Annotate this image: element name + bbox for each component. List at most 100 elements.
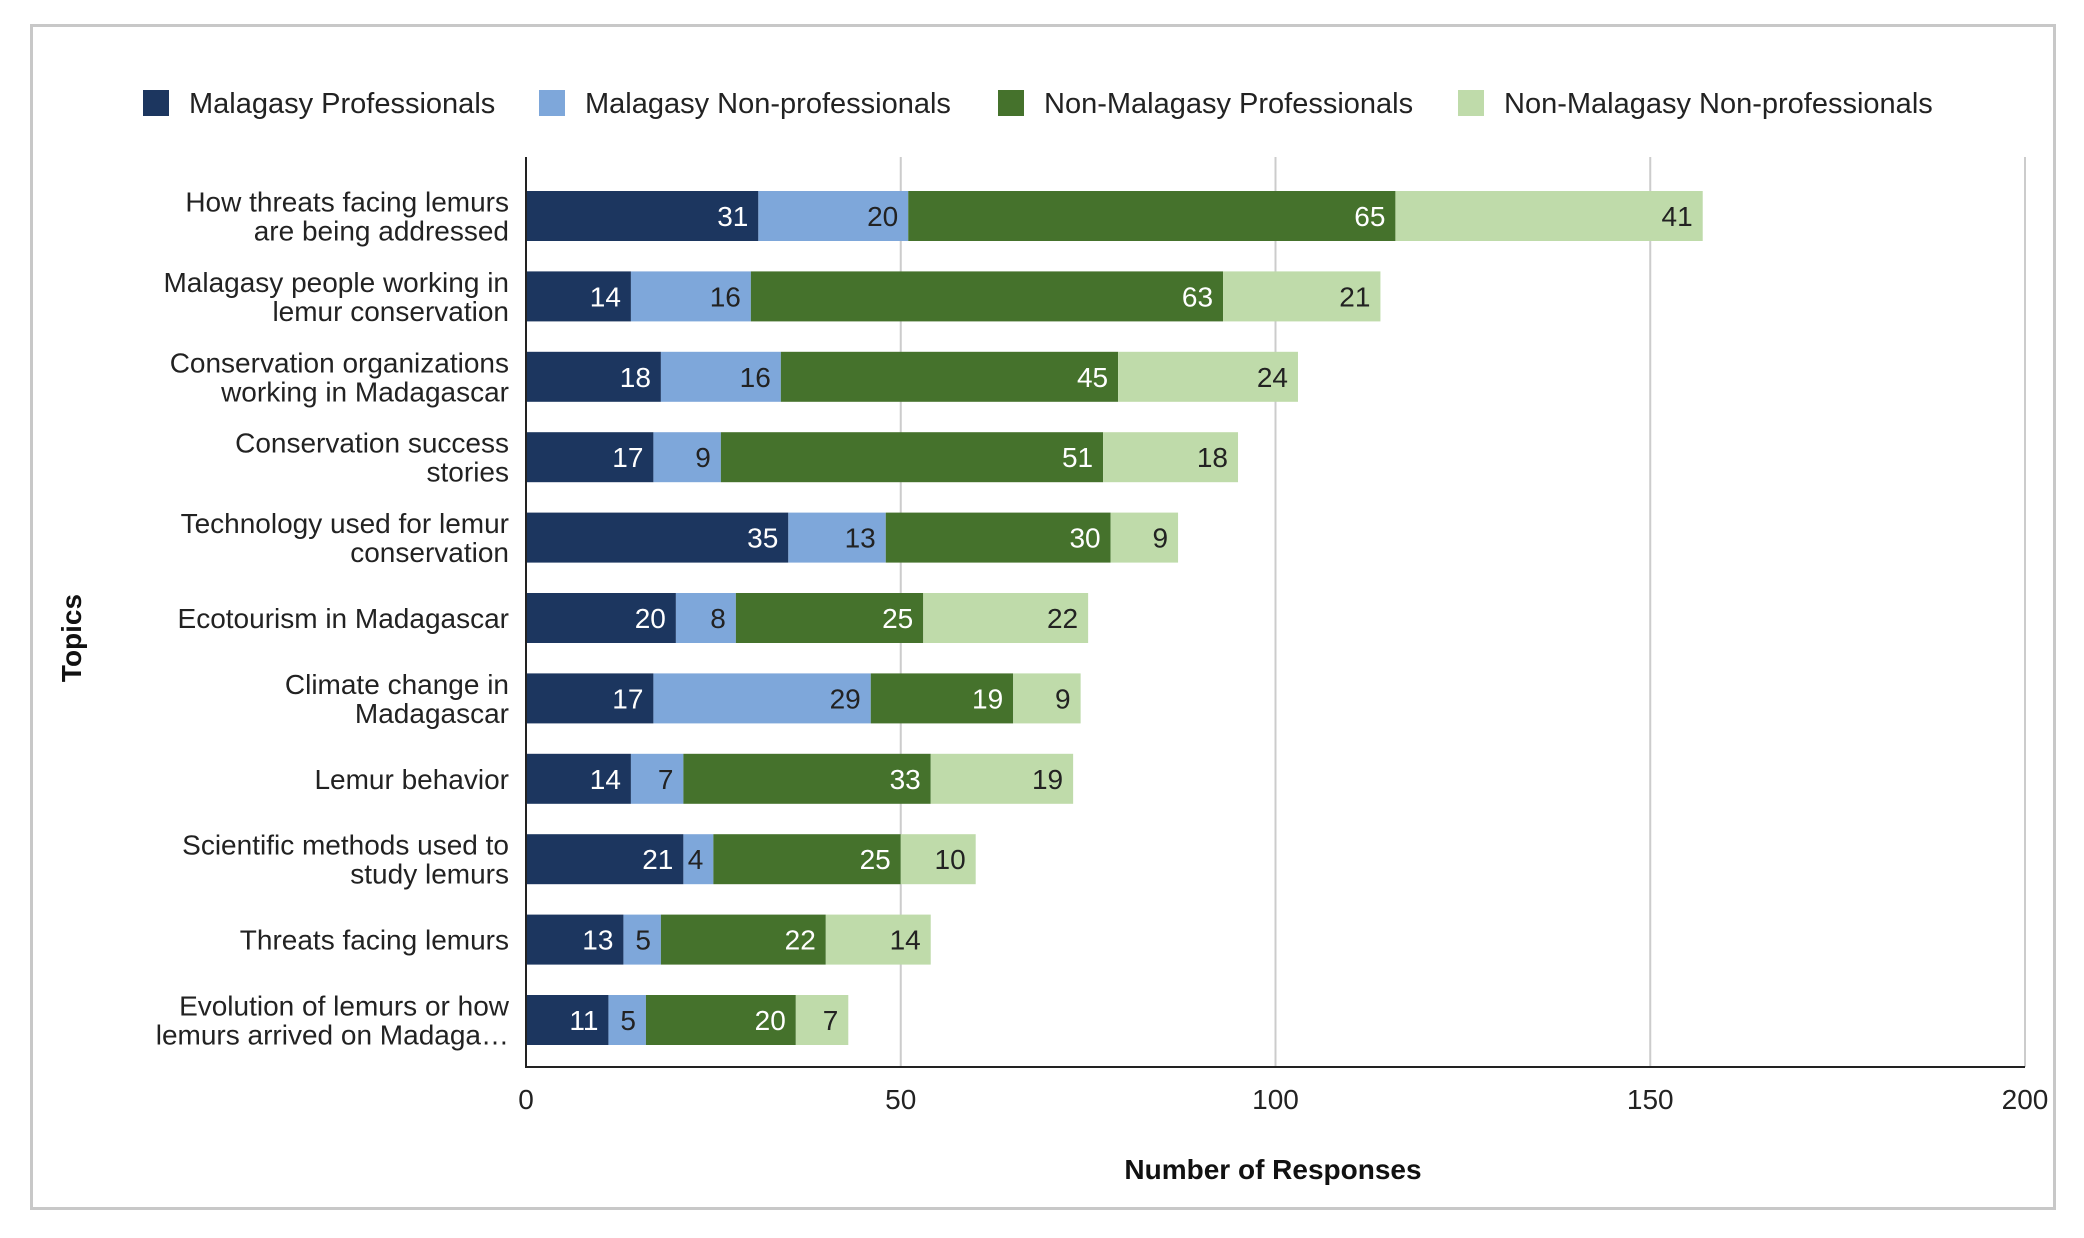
bar-segment	[630, 753, 684, 804]
bar-segment	[1103, 432, 1239, 483]
bar-data-label: 17	[612, 683, 643, 714]
bar-data-label: 45	[1077, 362, 1108, 393]
bar-data-label: 22	[785, 925, 816, 956]
legend-swatch	[143, 90, 169, 116]
bar-segment	[526, 834, 684, 885]
bar-segment	[750, 271, 1224, 322]
category-label: Climate change in Madagascar	[285, 669, 509, 729]
bar-segment	[645, 995, 796, 1045]
bar-segment	[825, 914, 931, 965]
chart-frame: 31 20 65 41 14 16 63 21 18 16 45 24 17 9 51 18 35 13 30 9 20…	[30, 24, 2056, 1210]
bar-segment	[660, 351, 781, 402]
bar-data-label: 16	[710, 281, 741, 312]
legend-label: Malagasy Professionals	[189, 88, 495, 120]
category-label: Conservation success stories	[235, 428, 509, 488]
bar-segment	[526, 351, 661, 402]
bar-segment	[900, 834, 976, 885]
bar-data-label: 19	[972, 683, 1003, 714]
bar-data-label: 13	[582, 925, 613, 956]
bar-segment	[526, 512, 789, 563]
bar-segment	[526, 271, 631, 322]
bar-segment	[526, 753, 631, 804]
x-tick-label: 150	[1627, 1084, 1674, 1115]
legend-label: Malagasy Non-professionals	[585, 88, 951, 120]
category-label: Threats facing lemurs	[240, 925, 509, 956]
bar-data-label: 65	[1354, 201, 1385, 232]
category-label-line: Threats facing lemurs	[240, 925, 509, 956]
legend-swatch	[1458, 90, 1484, 116]
bar-segment	[908, 191, 1396, 241]
bar-segment	[885, 512, 1111, 563]
category-label-line: Conservation organizations	[170, 347, 509, 378]
bar-data-label: 5	[620, 1005, 636, 1036]
legend-item: Non-Malagasy Professionals	[998, 88, 1413, 120]
bar-data-label: 9	[1055, 683, 1071, 714]
bar-segment	[1110, 512, 1179, 563]
bar-data-label: 35	[747, 523, 778, 554]
bar-data-label: 25	[860, 844, 891, 875]
bar-segment	[1013, 673, 1081, 724]
bar-data-label: 24	[1257, 362, 1288, 393]
bar-data-label: 63	[1182, 281, 1213, 312]
bar-segment	[526, 191, 759, 241]
bar-segment	[660, 914, 826, 965]
bar-segment	[870, 673, 1014, 724]
bar-segment	[780, 351, 1119, 402]
legend-swatch	[998, 90, 1024, 116]
bar-data-label: 14	[890, 925, 921, 956]
category-label-line: Lemur behavior	[314, 764, 509, 795]
bar-data-label: 19	[1032, 764, 1063, 795]
bar-data-label: 22	[1047, 603, 1078, 634]
category-label: Ecotourism in Madagascar	[178, 603, 509, 634]
category-label-line: Climate change in	[285, 669, 509, 700]
bar-segment	[653, 432, 721, 483]
legend-label: Non-Malagasy Non-professionals	[1504, 88, 1933, 120]
bar-segment	[923, 593, 1089, 643]
bar-data-label: 20	[755, 1005, 786, 1036]
bar-segment	[683, 753, 931, 804]
x-tick-label: 200	[2002, 1084, 2049, 1115]
bar-data-label: 11	[569, 1005, 598, 1036]
bar-data-label: 8	[710, 603, 726, 634]
category-label-line: How threats facing lemurs	[185, 187, 509, 218]
bar-data-label: 7	[658, 764, 674, 795]
category-label-line: Madagascar	[355, 698, 509, 729]
legend-item: Non-Malagasy Non-professionals	[1458, 88, 1933, 120]
bar-data-label: 14	[590, 281, 621, 312]
bar-data-label: 7	[823, 1005, 839, 1036]
bar-data-label: 18	[620, 362, 651, 393]
y-axis-title: Topics	[56, 594, 87, 682]
bar-data-label: 18	[1197, 442, 1228, 473]
category-label-line: working in Madagascar	[220, 376, 509, 407]
bar-data-label: 17	[612, 442, 643, 473]
category-label: How threats facing lemurs are being addre…	[185, 187, 509, 247]
bar-data-label: 33	[890, 764, 921, 795]
bar-segment	[630, 271, 751, 322]
category-label: Technology used for lemur conservation	[181, 508, 509, 568]
bar-data-label: 20	[635, 603, 666, 634]
category-label-line: conservation	[350, 537, 509, 568]
category-label-line: Malagasy people working in	[163, 267, 509, 298]
bar-data-label: 9	[695, 442, 711, 473]
bar-segment	[675, 593, 736, 643]
legend-item: Malagasy Non-professionals	[539, 88, 951, 120]
x-axis-title: Number of Responses	[1124, 1154, 1421, 1185]
bar-segment	[526, 593, 676, 643]
bar-data-label: 41	[1662, 201, 1693, 232]
bar-segment	[713, 834, 901, 885]
category-label: Conservation organizations working in Mad…	[170, 347, 509, 407]
category-label-line: stories	[427, 457, 509, 488]
bar-segment	[758, 191, 909, 241]
bar-data-label: 4	[688, 844, 704, 875]
bar-data-label: 16	[740, 362, 771, 393]
bar-data-label: 29	[830, 683, 861, 714]
category-label-line: lemur conservation	[272, 296, 509, 327]
bar-data-label: 10	[935, 844, 966, 875]
bar-segment	[683, 834, 714, 885]
category-label: Malagasy people working in lemur conserva…	[163, 267, 509, 327]
bar-data-label: 31	[717, 201, 748, 232]
bar-segment	[526, 673, 654, 724]
bar-segment	[526, 995, 609, 1045]
